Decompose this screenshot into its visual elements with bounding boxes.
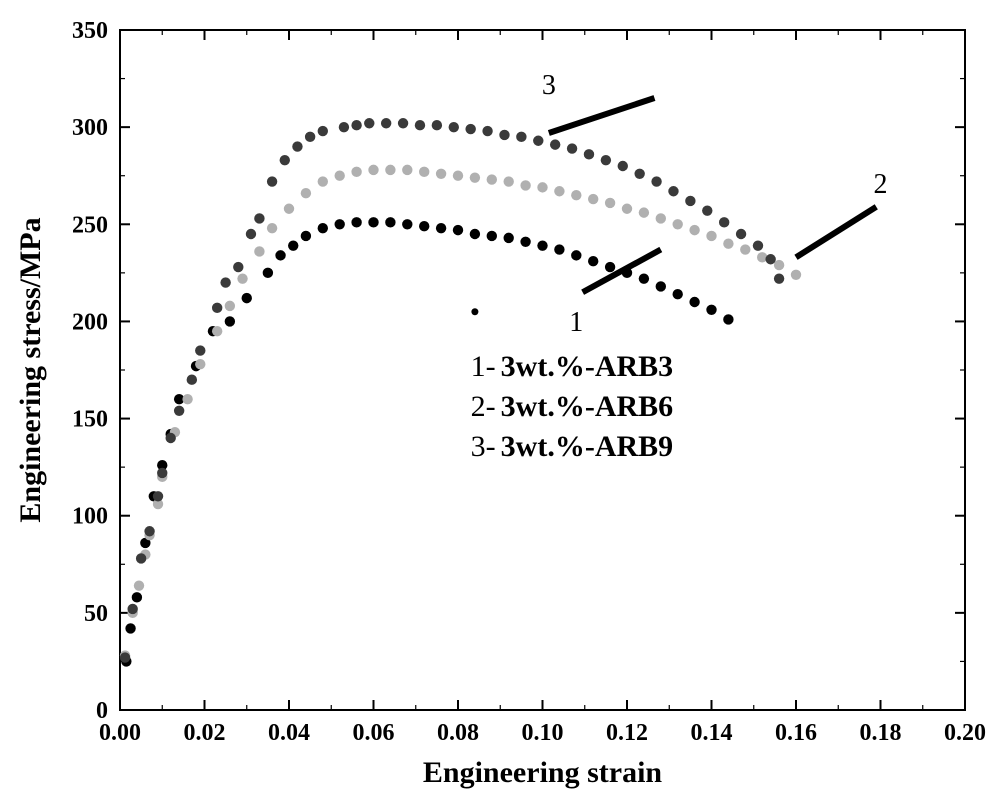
x-tick-label: 0.06 xyxy=(353,720,395,746)
y-tick-label: 350 xyxy=(72,18,108,44)
annotation-label-1: 1 xyxy=(569,307,583,338)
legend-text: 3wt.%-ARB9 xyxy=(501,430,674,463)
legend-prefix: 3- xyxy=(471,430,496,463)
annotation-label-2: 2 xyxy=(874,169,888,200)
chart-svg: 0.000.020.040.060.080.100.120.140.160.18… xyxy=(0,0,1000,812)
legend-item-3: 3-3wt.%-ARB9 xyxy=(471,430,674,463)
y-tick-label: 50 xyxy=(84,601,108,627)
y-tick-label: 100 xyxy=(72,504,108,530)
y-tick-label: 150 xyxy=(72,407,108,433)
y-tick-label: 200 xyxy=(72,309,108,335)
legend-text: 3wt.%-ARB6 xyxy=(501,390,674,423)
stray-point xyxy=(471,308,478,315)
stress-strain-chart: 0.000.020.040.060.080.100.120.140.160.18… xyxy=(0,0,1000,812)
x-tick-label: 0.02 xyxy=(184,720,226,746)
x-tick-label: 0.04 xyxy=(268,720,310,746)
y-tick-label: 250 xyxy=(72,212,108,238)
x-tick-label: 0.08 xyxy=(437,720,479,746)
x-tick-label: 0.20 xyxy=(944,720,986,746)
x-tick-label: 0.16 xyxy=(775,720,817,746)
y-tick-label: 0 xyxy=(96,698,108,724)
legend-text: 3wt.%-ARB3 xyxy=(501,350,674,383)
x-tick-label: 0.10 xyxy=(522,720,564,746)
x-tick-label: 0.12 xyxy=(606,720,648,746)
y-axis-title: Engineering stress/MPa xyxy=(14,217,47,522)
legend-prefix: 2- xyxy=(471,390,496,423)
y-tick-label: 300 xyxy=(72,115,108,141)
x-axis-title: Engineering strain xyxy=(423,756,662,789)
legend-item-2: 2-3wt.%-ARB6 xyxy=(471,390,674,423)
annotation-label-3: 3 xyxy=(542,70,556,101)
legend-prefix: 1- xyxy=(471,350,496,383)
legend-item-1: 1-3wt.%-ARB3 xyxy=(471,350,674,383)
x-tick-label: 0.14 xyxy=(691,720,733,746)
x-tick-label: 0.18 xyxy=(860,720,902,746)
